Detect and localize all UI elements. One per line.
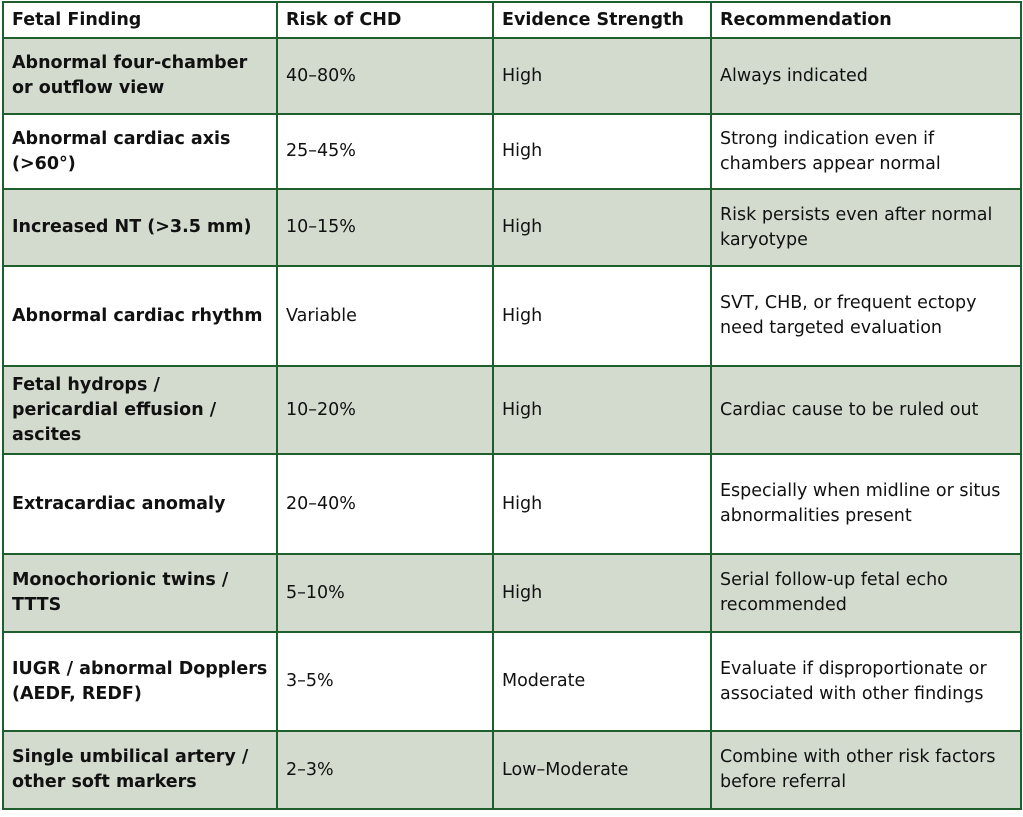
cell: 2–3% xyxy=(276,730,494,810)
cell: High xyxy=(492,365,712,455)
cell: High xyxy=(492,265,712,367)
cell: 3–5% xyxy=(276,631,494,732)
cell: High xyxy=(492,113,712,190)
cell: 20–40% xyxy=(276,453,494,555)
cell: SVT, CHB, or frequent ectopy need target… xyxy=(710,265,1022,367)
finding-cell: Abnormal four-chamber or outflow view xyxy=(2,37,278,115)
cell: Combine with other risk factors before r… xyxy=(710,730,1022,810)
finding-cell: IUGR / abnormal Dopplers (AEDF, REDF) xyxy=(2,631,278,732)
cell: High xyxy=(492,188,712,267)
table-row: Extracardiac anomaly 20–40% High Especially… xyxy=(2,453,1022,555)
table-row: Abnormal four-chamber or outflow view 40–… xyxy=(2,37,1022,115)
header-cell: Evidence Strength xyxy=(492,1,712,39)
table-row: Single umbilical artery / other soft mar… xyxy=(2,730,1022,810)
table-row: Abnormal cardiac axis (>60°) 25–45% High St… xyxy=(2,113,1022,190)
header-cell: Risk of CHD xyxy=(276,1,494,39)
cell: 5–10% xyxy=(276,553,494,633)
finding-cell: Extracardiac anomaly xyxy=(2,453,278,555)
finding-cell: Increased NT (>3.5 mm) xyxy=(2,188,278,267)
table-row: Abnormal cardiac rhythm Variable High SVT, … xyxy=(2,265,1022,367)
cell: High xyxy=(492,37,712,115)
cell: Variable xyxy=(276,265,494,367)
cell: Low–Moderate xyxy=(492,730,712,810)
cell: Strong indication even if chambers appea… xyxy=(710,113,1022,190)
cell: Especially when midline or situs abnorma… xyxy=(710,453,1022,555)
header-cell: Fetal Finding xyxy=(2,1,278,39)
table-row: Increased NT (>3.5 mm) 10–15% High Risk per… xyxy=(2,188,1022,267)
table-row: Fetal hydrops / pericardial effusion / a… xyxy=(2,365,1022,455)
cell: 10–20% xyxy=(276,365,494,455)
cell: 25–45% xyxy=(276,113,494,190)
finding-cell: Abnormal cardiac axis (>60°) xyxy=(2,113,278,190)
cell: Evaluate if disproportionate or associat… xyxy=(710,631,1022,732)
cell: High xyxy=(492,553,712,633)
finding-cell: Abnormal cardiac rhythm xyxy=(2,265,278,367)
cell: Always indicated xyxy=(710,37,1022,115)
cell: 10–15% xyxy=(276,188,494,267)
header-cell: Recommendation xyxy=(710,1,1022,39)
table-row: IUGR / abnormal Dopplers (AEDF, REDF) 3–5… xyxy=(2,631,1022,732)
finding-cell: Monochorionic twins / TTTS xyxy=(2,553,278,633)
finding-cell: Single umbilical artery / other soft mar… xyxy=(2,730,278,810)
cell: High xyxy=(492,453,712,555)
cell: Cardiac cause to be ruled out xyxy=(710,365,1022,455)
cell: Serial follow-up fetal echo recommended xyxy=(710,553,1022,633)
finding-cell: Fetal hydrops / pericardial effusion / a… xyxy=(2,365,278,455)
cell: Risk persists even after normal karyotyp… xyxy=(710,188,1022,267)
header-row: Fetal Finding Risk of CHD Evidence Strengt… xyxy=(2,1,1022,39)
cell: 40–80% xyxy=(276,37,494,115)
table-row: Monochorionic twins / TTTS 5–10% High Seria… xyxy=(2,553,1022,633)
cell: Moderate xyxy=(492,631,712,732)
